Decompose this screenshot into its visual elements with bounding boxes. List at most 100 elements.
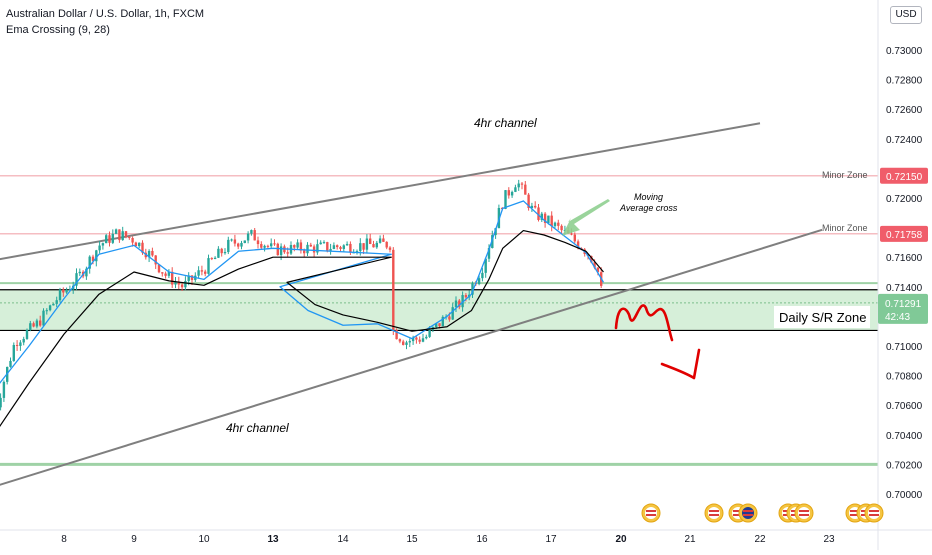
candle-body — [138, 242, 141, 247]
candle-body — [392, 249, 395, 331]
minor-zone-price-value: 0.72150 — [886, 172, 923, 183]
candle-body — [91, 256, 95, 262]
ma-cross-arrow — [562, 199, 610, 236]
candle-body — [213, 257, 217, 260]
candle-body — [309, 244, 312, 247]
candle-body — [75, 273, 78, 286]
candle-body — [329, 248, 332, 251]
candle-body — [171, 271, 174, 285]
flag-stripe — [733, 514, 743, 516]
candle-body — [537, 207, 540, 220]
flag-stripe — [850, 510, 860, 512]
candle-body — [263, 245, 266, 248]
candle-body — [210, 258, 213, 260]
candle-body — [108, 235, 111, 243]
candle-body — [204, 271, 207, 274]
x-tick-label: 15 — [406, 534, 418, 545]
candle-body — [223, 252, 227, 254]
candle-body — [266, 245, 270, 247]
candle-body — [157, 264, 161, 273]
x-tick-label: 22 — [754, 534, 766, 545]
candle-body — [524, 184, 527, 195]
candle-body — [200, 270, 204, 272]
candle-body — [355, 251, 359, 253]
candle-body — [174, 281, 177, 285]
candle-body — [319, 242, 322, 245]
ma-cross-label-1: Moving — [634, 192, 663, 202]
candle-body — [230, 239, 233, 241]
candle-body — [454, 300, 458, 308]
candle-body — [395, 330, 398, 340]
current-price-value: 0.71291 — [885, 299, 922, 310]
candle-body — [441, 316, 444, 327]
candle-body — [32, 323, 35, 327]
symbol-title: Australian Dollar / U.S. Dollar, 1h, FXC… — [6, 8, 205, 20]
candle-body — [88, 256, 91, 269]
currency-badge[interactable]: USD — [890, 6, 922, 24]
candle-body — [388, 247, 392, 250]
candle-body — [316, 244, 319, 253]
candle-body — [385, 241, 388, 248]
candle-body — [207, 258, 210, 274]
candle-body — [378, 238, 382, 243]
candle-body — [85, 268, 88, 277]
candle-body — [101, 243, 105, 246]
candle-body — [398, 339, 402, 342]
candle-body — [510, 191, 514, 196]
flag-stripe — [709, 510, 719, 512]
candle-body — [273, 243, 276, 245]
candle-body — [527, 194, 530, 209]
candle-body — [596, 267, 600, 273]
candle-body — [177, 281, 180, 285]
x-tick-label: 17 — [545, 534, 557, 545]
y-tick-label: 0.70000 — [886, 490, 923, 501]
us-event-icon — [645, 507, 657, 519]
candle-body — [448, 316, 451, 320]
y-tick-label: 0.72000 — [886, 194, 923, 205]
candle-body — [296, 242, 299, 248]
candle-body — [553, 222, 557, 227]
candle-body — [481, 272, 484, 279]
candle-body — [312, 246, 316, 253]
candle-body — [458, 300, 461, 308]
candle-body — [520, 183, 524, 185]
x-tick-label: 23 — [823, 534, 835, 545]
flag-stripe — [850, 514, 860, 516]
y-tick-label: 0.72400 — [886, 135, 923, 146]
candle-body — [286, 252, 289, 254]
candle-body — [276, 243, 279, 256]
x-tick-label: 13 — [267, 534, 279, 545]
sr-zone-label-bg — [774, 306, 870, 328]
candle-body — [461, 295, 464, 308]
y-tick-label: 0.71000 — [886, 342, 923, 353]
us-event-icon — [798, 507, 810, 519]
minor-zone-label-1: Minor Zone — [822, 170, 868, 180]
candle-body — [322, 242, 326, 244]
minor-zone-price-value: 0.71758 — [886, 230, 923, 241]
candle-body — [514, 187, 517, 192]
flag-stripe — [869, 514, 879, 516]
candle-body — [411, 337, 415, 342]
y-tick-label: 0.71600 — [886, 253, 923, 264]
y-tick-label: 0.72600 — [886, 105, 923, 116]
candle-body — [52, 303, 55, 306]
candle-body — [451, 307, 454, 320]
candle-body — [557, 222, 560, 226]
candle-body — [517, 183, 520, 188]
candle-body — [237, 243, 240, 247]
candle-body — [154, 255, 157, 265]
sr-zone-label: Daily S/R Zone — [779, 310, 866, 325]
y-tick-label: 0.70800 — [886, 372, 923, 383]
candle-body — [118, 229, 121, 241]
x-tick-label: 9 — [131, 534, 137, 545]
candle-body — [180, 284, 184, 288]
au-event-icon — [742, 507, 754, 519]
ema-slow-line — [0, 229, 604, 427]
candle-body — [362, 243, 365, 250]
y-tick-label: 0.70200 — [886, 460, 923, 471]
candle-body — [55, 300, 58, 304]
y-tick-label: 0.70400 — [886, 431, 923, 442]
candle-body — [220, 248, 223, 254]
